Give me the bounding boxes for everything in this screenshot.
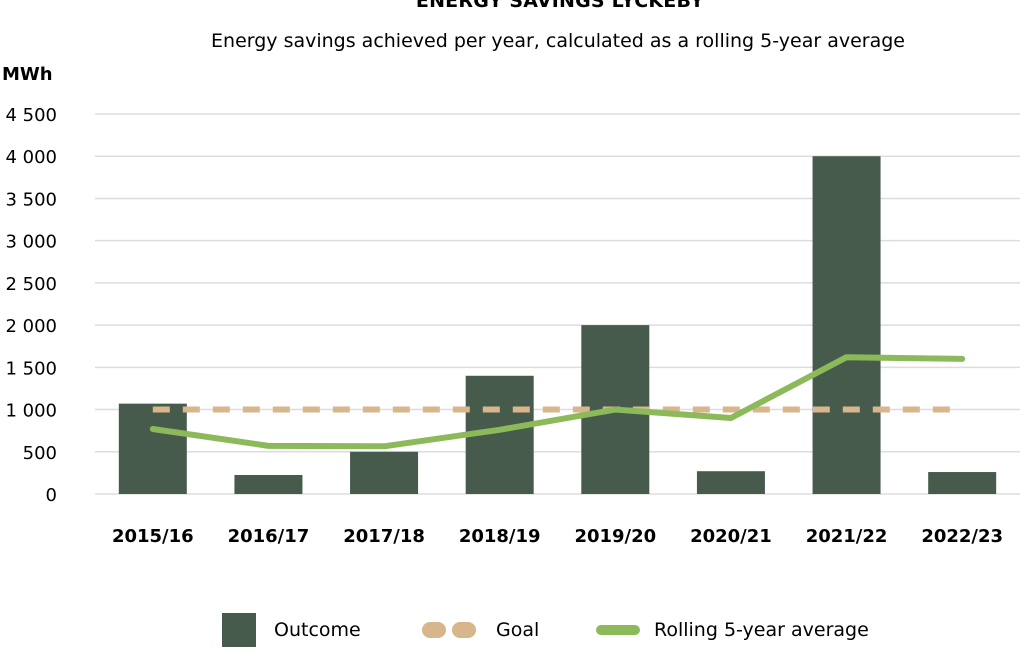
rolling-average-line	[149, 354, 966, 450]
y-tick-label: 1 500	[5, 358, 57, 379]
bar-outcome	[812, 156, 881, 494]
chart-title: ENERGY SAVINGS LYCKEBY	[415, 0, 705, 12]
bar-outcome	[118, 403, 187, 494]
chart-svg: 0 500 1 000 1 500 2 000 2 500 3 000 3 500 4 000 4…	[2, 64, 1020, 547]
legend-label-outcome: Outcome	[274, 619, 361, 641]
x-tick-label: 2017/18	[343, 526, 425, 547]
x-tick-label: 2021/22	[806, 526, 888, 547]
legend-swatch-rolling	[596, 625, 640, 635]
y-axis-label: MWh	[2, 64, 53, 85]
legend-label-rolling: Rolling 5-year average	[654, 619, 869, 641]
chart-subtitle: Energy savings achieved per year, calcul…	[211, 30, 905, 52]
y-tick-label: 4 500	[5, 105, 57, 126]
x-tick-label: 2018/19	[459, 526, 541, 547]
y-tick-label: 3 000	[5, 232, 57, 253]
legend-label-goal: Goal	[496, 619, 540, 641]
x-tick-label: 2022/23	[921, 526, 1003, 547]
y-axis-ticks: 0 500 1 000 1 500 2 000 2 500 3 000 3 500 4 000 4…	[5, 105, 57, 506]
legend: Outcome Goal Rolling 5-year average	[0, 612, 1024, 648]
legend-swatch-outcome	[222, 613, 256, 647]
x-tick-label: 2020/21	[690, 526, 772, 547]
y-tick-label: 1 000	[5, 401, 57, 422]
y-tick-label: 0	[46, 485, 57, 506]
y-tick-label: 2 500	[5, 274, 57, 295]
y-tick-label: 4 000	[5, 147, 57, 168]
x-tick-label: 2019/20	[574, 526, 656, 547]
bar-outcome	[696, 471, 765, 494]
rolling-average-path	[149, 354, 966, 450]
gridlines	[95, 113, 1020, 495]
legend-item-rolling: Rolling 5-year average	[596, 612, 869, 648]
y-tick-label: 500	[23, 443, 57, 464]
bar-outcome	[350, 451, 419, 494]
legend-item-outcome: Outcome	[222, 612, 361, 648]
bar-outcome	[234, 475, 303, 494]
outcome-bars	[118, 156, 997, 494]
bar-outcome	[928, 472, 997, 494]
y-tick-label: 2 000	[5, 316, 57, 337]
x-axis-ticks: 2015/16 2016/17 2017/18 2018/19 2019/20 2020/…	[112, 526, 1003, 547]
legend-item-goal: Goal	[422, 612, 539, 648]
x-tick-label: 2016/17	[228, 526, 310, 547]
y-tick-label: 3 500	[5, 189, 57, 210]
x-tick-label: 2015/16	[112, 526, 194, 547]
legend-swatch-goal	[422, 622, 482, 638]
